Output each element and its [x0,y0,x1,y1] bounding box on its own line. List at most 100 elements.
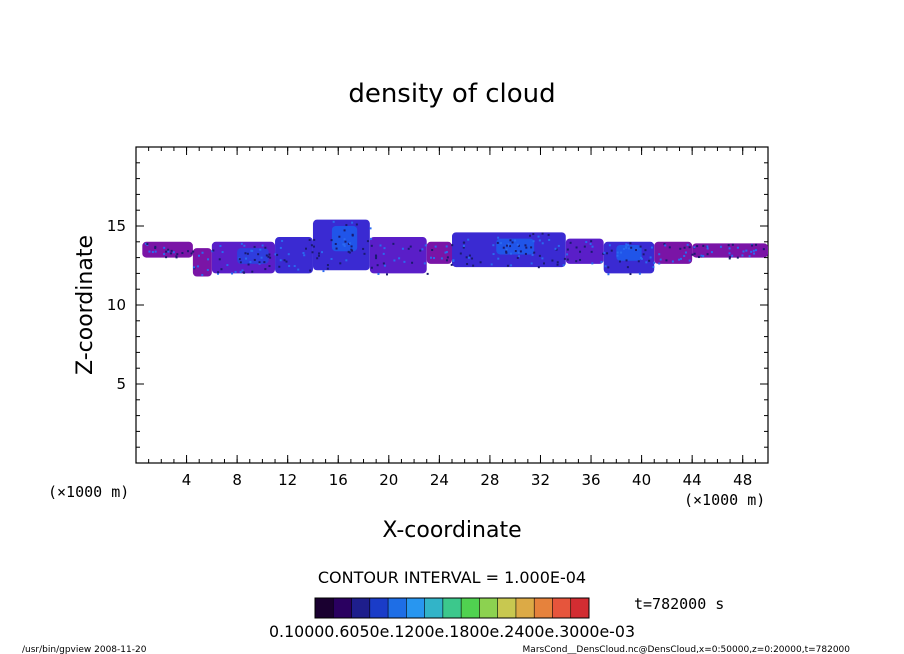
cloud-speckle [258,261,261,264]
cloud-speckle [192,250,195,253]
cloud-speckle [247,263,250,266]
cloud-speckle [507,243,510,246]
cloud-speckle [693,252,696,255]
colorbar-frame [314,597,590,619]
x-tick-label: 24 [430,471,449,489]
cloud-speckle [556,263,559,266]
cloud-speckle [450,263,453,266]
cloud-speckle [330,257,333,260]
cloud-speckle [465,256,468,259]
cloud-speckle [610,249,613,252]
cloud-speckle [665,259,668,262]
cloud-speckle [728,247,731,250]
cloud-speckle [217,272,220,275]
cloud-speckle [607,266,610,269]
cloud-speckle [375,255,378,258]
cloud-speckle [583,245,586,248]
cloud-speckle [753,252,756,255]
cloud-speckle [167,248,170,251]
cloud-speckle [490,263,493,266]
cloud-speckle [505,251,508,254]
cloud-speckle [293,265,296,268]
cloud-speckle [629,242,632,245]
y-tick-label: 10 [107,296,126,314]
cloud-speckle [658,253,661,256]
cloud-speckle [370,244,373,247]
cloud-speckle [538,239,541,242]
cloud-speckle [322,270,325,273]
cloud-speckle [362,247,365,250]
cloud-speckle [409,245,412,248]
cloud-speckle [268,265,271,268]
cloud-speckle [309,269,312,272]
cloud-speckle [604,265,607,268]
cloud-speckle [217,271,220,274]
cloud-speckle [525,246,528,249]
cloud-band-layer [142,219,768,277]
cloud-speckle [201,274,204,277]
cloud-speckle [551,259,554,262]
cloud-speckle [736,256,739,259]
cloud-speckle [316,257,319,260]
colorbar-segment [479,598,499,618]
cloud-speckle [531,253,534,256]
cloud-speckle [451,244,454,247]
cloud-speckle [579,258,582,261]
cloud-speckle [434,245,437,248]
cloud-speckle [502,246,505,249]
cloud-speckle [375,257,378,260]
cloud-speckle [608,244,611,247]
cloud-speckle [234,270,237,273]
cloud-speckle [566,248,569,251]
cloud-speckle [542,262,545,265]
cloud-speckle [688,246,691,249]
cloud-patch [426,241,452,264]
cloud-speckle [348,242,351,245]
cloud-speckle [745,249,748,252]
cloud-speckle [288,264,291,267]
cloud-speckle [433,257,436,260]
cloud-speckle [172,251,175,254]
cloud-speckle [548,238,551,241]
cloud-speckle [207,258,210,261]
x-tick-label: 48 [733,471,752,489]
cloud-speckle [241,269,244,272]
cloud-speckle [686,243,689,246]
cloud-speckle [231,272,234,275]
cloud-speckle [622,247,625,250]
cloud-speckle [517,251,520,254]
cloud-speckle [466,262,469,265]
cloud-speckle [727,244,730,247]
cloud-speckle [250,249,253,252]
cloud-speckle [505,248,508,251]
cloud-speckle [530,262,533,265]
cloud-speckle [752,249,755,252]
cloud-speckle [338,235,341,238]
cloud-speckle [591,245,594,248]
cloud-speckle [383,264,386,267]
cloud-speckle [363,252,366,255]
cloud-speckle [403,260,406,263]
cloud-speckle [169,252,172,255]
cloud-speckle [245,257,248,260]
x-tick-label: 40 [632,471,651,489]
cloud-speckle [369,227,372,230]
cloud-speckle [706,253,709,256]
cloud-speckle [579,250,582,253]
cloud-speckle [691,253,694,256]
cloud-speckle [664,244,667,247]
cloud-patch [654,241,693,264]
cloud-speckle [265,254,268,257]
cloud-speckle [569,241,572,244]
cloud-speckle [206,268,209,271]
cloud-speckle [264,268,267,271]
cloud-speckle [497,236,500,239]
cloud-speckle [696,245,699,248]
colorbar [314,598,590,618]
cloud-speckle [351,249,354,252]
cloud-speckle [377,272,380,275]
cloud-speckle [263,261,266,264]
cloud-speckle [246,252,249,255]
